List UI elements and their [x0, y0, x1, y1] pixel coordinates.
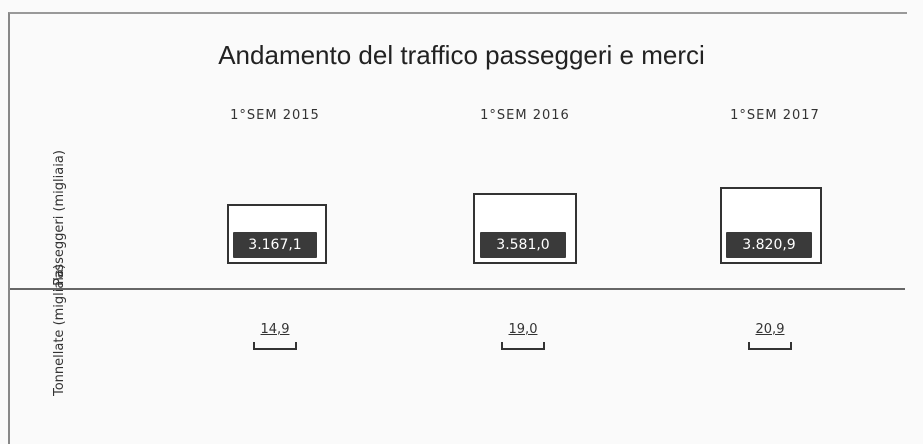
page: {"header": {"title": "Andamento del traf… — [8, 12, 907, 444]
title: Andamento del traffico passeggeri e merc… — [218, 40, 705, 70]
row-label: Tonnellate (migliaia) — [52, 263, 67, 397]
value-label: 3.167,1 — [233, 232, 317, 258]
bracket — [501, 342, 545, 350]
value-label: 20,9 — [755, 322, 785, 337]
value-label: 3.820,9 — [726, 232, 812, 258]
separator — [10, 288, 905, 290]
column-header: 1°SEM 2016 — [480, 108, 570, 123]
bracket — [253, 342, 297, 350]
column-header: 1°SEM 2017 — [730, 108, 820, 123]
frame — [8, 12, 907, 444]
value-label: 3.581,0 — [480, 232, 566, 258]
value-label: 14,9 — [260, 322, 290, 337]
value-label: 19,0 — [508, 322, 538, 337]
column-header: 1°SEM 2015 — [230, 108, 320, 123]
bracket — [748, 342, 792, 350]
